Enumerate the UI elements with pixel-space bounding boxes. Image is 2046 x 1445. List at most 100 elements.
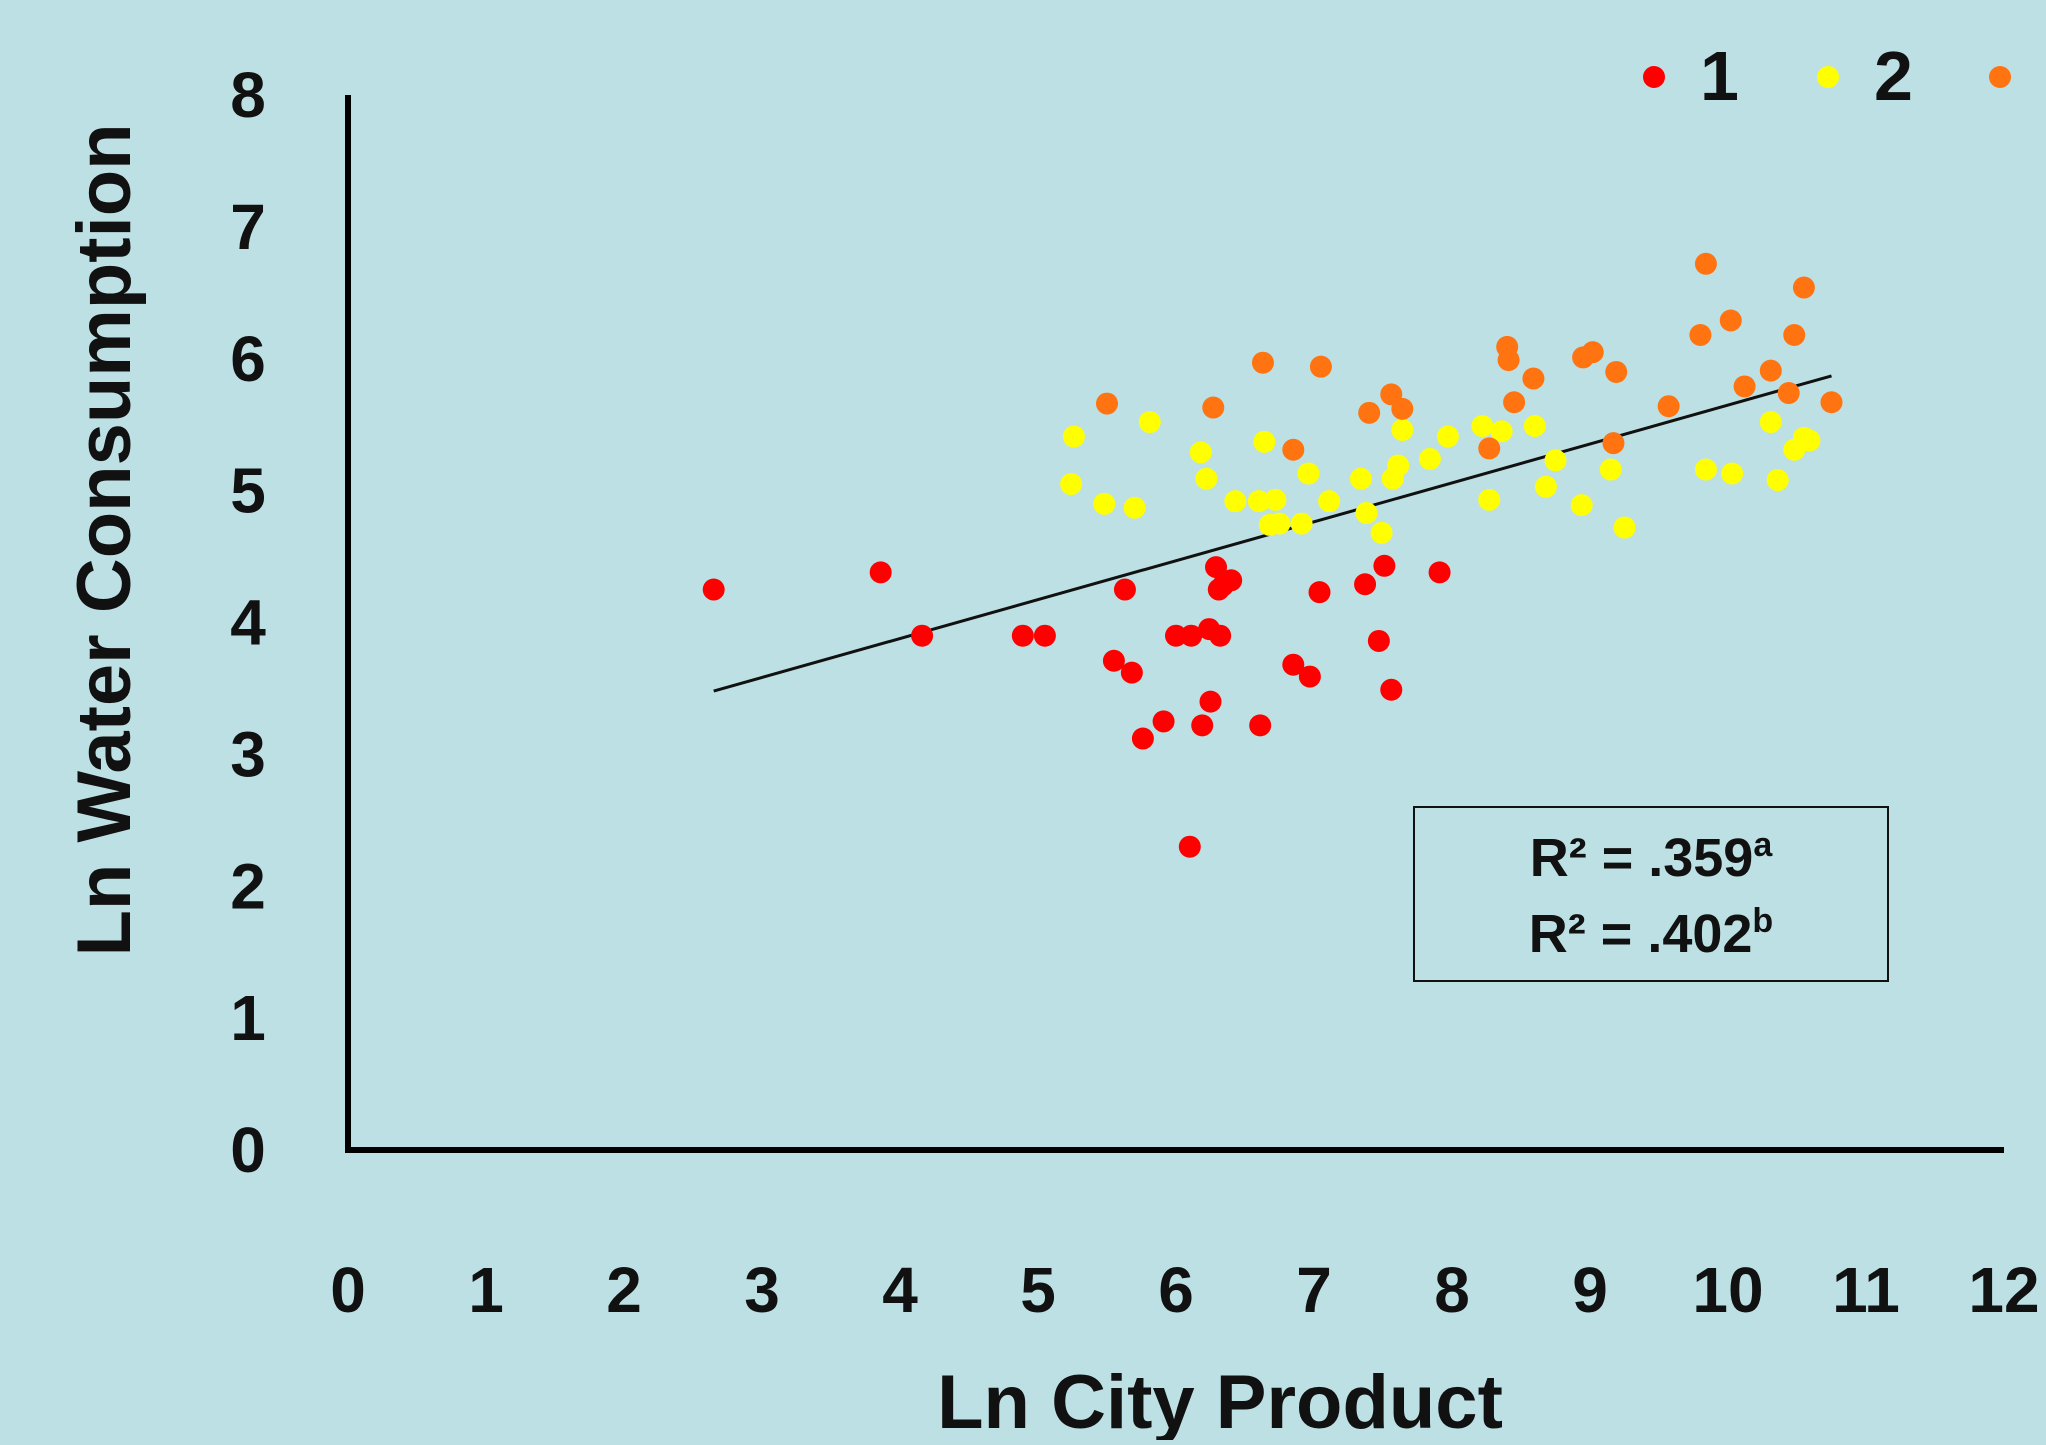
data-point-series-3 bbox=[1391, 397, 1414, 420]
x-tick-label: 3 bbox=[744, 1254, 780, 1326]
data-point-series-2 bbox=[1195, 467, 1218, 490]
data-point-series-2 bbox=[1599, 458, 1622, 481]
r-squared-line-1: R² = .359a bbox=[1530, 826, 1774, 888]
y-tick-label: 1 bbox=[230, 982, 266, 1054]
data-point-series-2 bbox=[1060, 473, 1083, 496]
data-point-series-3 bbox=[1522, 367, 1545, 390]
data-point-series-3 bbox=[1478, 437, 1501, 460]
data-point-series-3 bbox=[1282, 438, 1305, 461]
data-point-series-2 bbox=[1436, 425, 1459, 448]
data-point-series-2 bbox=[1759, 411, 1782, 434]
data-point-series-3 bbox=[1503, 391, 1526, 414]
data-point-series-1 bbox=[1209, 624, 1232, 647]
data-point-series-2 bbox=[1318, 490, 1341, 513]
x-tick-label: 9 bbox=[1572, 1254, 1608, 1326]
data-point-series-2 bbox=[1387, 454, 1410, 477]
data-point-series-2 bbox=[1189, 441, 1212, 464]
x-tick-label: 1 bbox=[468, 1254, 504, 1326]
data-point-series-2 bbox=[1534, 475, 1557, 498]
data-point-series-1 bbox=[1113, 578, 1136, 601]
data-point-series-2 bbox=[1224, 490, 1247, 513]
x-tick-label: 7 bbox=[1296, 1254, 1332, 1326]
data-point-series-3 bbox=[1733, 375, 1756, 398]
data-point-series-2 bbox=[1093, 492, 1116, 515]
data-point-series-1 bbox=[1131, 727, 1154, 750]
data-point-series-2 bbox=[1138, 411, 1161, 434]
data-point-series-1 bbox=[1165, 624, 1187, 647]
data-point-series-1 bbox=[1220, 569, 1243, 592]
data-point-series-2 bbox=[1297, 462, 1320, 485]
data-point-series-2 bbox=[1544, 449, 1567, 472]
legend-marker-series-3 bbox=[1989, 66, 2011, 88]
data-point-series-3 bbox=[1719, 309, 1742, 332]
legend-label-series-2: 2 bbox=[1874, 37, 1913, 115]
data-point-series-1 bbox=[1152, 710, 1175, 733]
y-axis-label: Ln Water Consumption bbox=[62, 123, 147, 956]
data-point-series-2 bbox=[1349, 467, 1372, 490]
data-point-series-3 bbox=[1694, 252, 1717, 275]
data-point-series-1 bbox=[1380, 678, 1403, 701]
y-tick-label: 8 bbox=[230, 59, 266, 131]
data-point-series-3 bbox=[1792, 276, 1815, 299]
y-tick-label: 5 bbox=[230, 455, 266, 527]
legend-marker-series-1 bbox=[1643, 66, 1665, 88]
data-point-series-1 bbox=[1120, 661, 1143, 684]
data-point-series-3 bbox=[1251, 351, 1274, 374]
data-point-series-1 bbox=[1373, 554, 1396, 577]
data-point-series-3 bbox=[1657, 395, 1680, 418]
y-tick-label: 2 bbox=[230, 850, 266, 922]
data-point-series-2 bbox=[1471, 415, 1494, 438]
data-point-series-2 bbox=[1062, 425, 1085, 448]
data-point-series-2 bbox=[1268, 512, 1291, 535]
data-point-series-3 bbox=[1759, 359, 1782, 382]
data-point-series-2 bbox=[1613, 516, 1636, 539]
data-point-series-1 bbox=[1033, 624, 1056, 647]
data-point-series-2 bbox=[1766, 469, 1789, 492]
x-axis-label: Ln City Product bbox=[937, 1360, 1503, 1440]
r-squared-box: R² = .359a R² = .402b bbox=[1413, 806, 1889, 982]
data-point-series-3 bbox=[1777, 382, 1800, 405]
data-point-series-2 bbox=[1253, 430, 1276, 453]
data-point-series-1 bbox=[911, 624, 934, 647]
data-point-series-3 bbox=[1602, 432, 1625, 455]
data-point-series-1 bbox=[1249, 714, 1272, 737]
x-tick-label: 4 bbox=[882, 1254, 918, 1326]
data-point-series-3 bbox=[1820, 391, 1843, 414]
data-point-series-3 bbox=[1581, 341, 1604, 364]
data-point-series-2 bbox=[1798, 429, 1821, 452]
data-point-series-3 bbox=[1689, 324, 1712, 347]
data-point-series-2 bbox=[1290, 512, 1313, 535]
x-tick-label: 8 bbox=[1434, 1254, 1470, 1326]
data-point-series-2 bbox=[1478, 488, 1501, 511]
legend-marker-series-2 bbox=[1817, 66, 1839, 88]
data-point-series-2 bbox=[1694, 458, 1717, 481]
axes bbox=[345, 95, 2004, 1153]
x-tick-label: 6 bbox=[1158, 1254, 1194, 1326]
data-point-series-2 bbox=[1490, 420, 1513, 443]
x-tick-label: 2 bbox=[606, 1254, 642, 1326]
data-point-series-1 bbox=[1367, 629, 1390, 652]
data-point-series-2 bbox=[1370, 521, 1393, 544]
data-point-series-1 bbox=[1354, 573, 1377, 596]
r-squared-sup-2: b bbox=[1752, 902, 1773, 940]
y-tick-label: 3 bbox=[230, 718, 266, 790]
y-tick-label: 4 bbox=[230, 587, 266, 659]
data-point-series-1 bbox=[1282, 653, 1305, 676]
data-point-series-1 bbox=[1011, 624, 1034, 647]
x-tick-label: 10 bbox=[1692, 1254, 1763, 1326]
y-tick-label: 7 bbox=[230, 191, 266, 263]
y-tick-label: 6 bbox=[230, 323, 266, 395]
data-point-series-1 bbox=[702, 578, 725, 601]
data-point-series-1 bbox=[1102, 649, 1125, 672]
x-tick-label: 5 bbox=[1020, 1254, 1056, 1326]
data-point-series-2 bbox=[1391, 418, 1414, 441]
data-point-series-1 bbox=[1180, 624, 1203, 647]
x-tick-label: 11 bbox=[1832, 1254, 1900, 1326]
data-point-series-3 bbox=[1096, 392, 1118, 415]
data-point-series-1 bbox=[1191, 714, 1214, 737]
r-squared-text-1: R² = .359 bbox=[1530, 828, 1754, 888]
data-point-series-2 bbox=[1123, 496, 1146, 519]
